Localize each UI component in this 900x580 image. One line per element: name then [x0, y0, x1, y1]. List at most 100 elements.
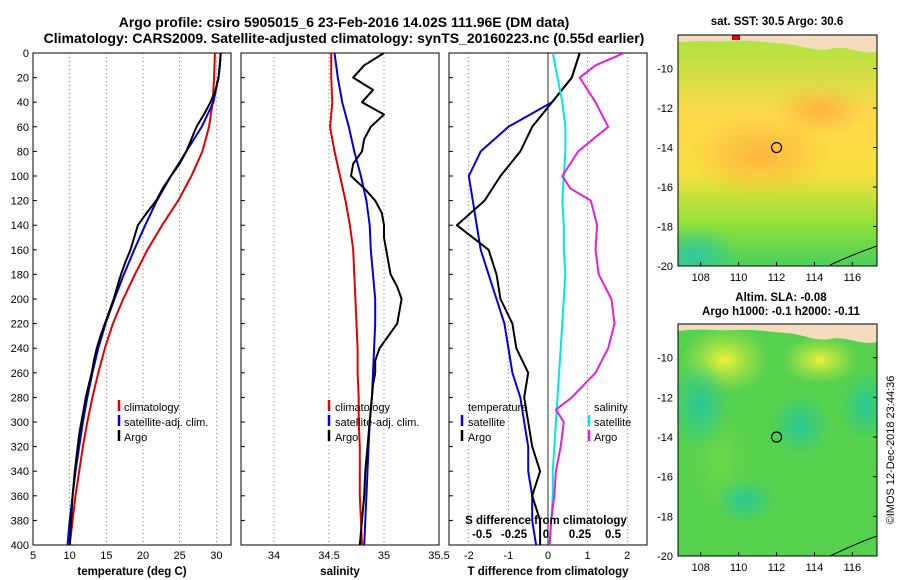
depth-tick-label: 180: [11, 269, 29, 281]
difference-plot: [455, 53, 628, 545]
depth-tick-label: 360: [11, 491, 29, 503]
sla-map-frame: [677, 323, 878, 557]
sst-map-title: sat. SST: 30.5 Argo: 30.6: [711, 16, 844, 28]
legend-argo: Argo: [124, 432, 147, 444]
tdiff-tick-label: -1: [504, 550, 514, 562]
map-lon-label: 108: [692, 272, 710, 284]
sst-hot-pixel: [732, 35, 740, 40]
sdiff-tick: 0: [543, 529, 549, 541]
tdiff-tick-label: 2: [624, 550, 630, 562]
salinity-series-satellite-adj-clim-: [333, 53, 377, 545]
difference-legend-salinity: salinity satellite Argo: [587, 402, 631, 444]
legend-satellite: satellite-adj. clim.: [124, 417, 208, 429]
map-lon-label: 108: [692, 562, 710, 574]
sdiff-tick: -0.5: [472, 529, 492, 541]
sdiff-satellite: [548, 53, 567, 545]
sst-map: [678, 35, 877, 266]
depth-tick-label: 380: [11, 515, 29, 527]
tdiff-tick-label: 0: [545, 550, 551, 562]
map-lat-label: -20: [657, 261, 673, 273]
title-line-2: Climatology: CARS2009. Satellite-adjuste…: [44, 30, 645, 46]
salinity-tick-label: 35.5: [428, 550, 449, 562]
land-mask: [678, 324, 877, 343]
temperature-legend: climatology satellite-adj. clim. Argo: [117, 400, 208, 444]
tdiff-satellite: [467, 53, 581, 545]
sla-map: [678, 324, 877, 556]
depth-tick-label: 220: [11, 319, 29, 331]
temperature-tick-label: 25: [174, 550, 186, 562]
tdiff-tick-label: 1: [585, 550, 591, 562]
legend-climatology: climatology: [124, 402, 180, 414]
coastline: [829, 245, 877, 266]
map-lon-label: 110: [730, 272, 748, 284]
salinity-tick-label: 34: [268, 550, 280, 562]
sla-low-patch: [678, 360, 730, 450]
salinity-tick-label: 34.5: [318, 550, 339, 562]
sst-cool-patch: [678, 225, 740, 266]
map-lon-label: 112: [768, 562, 786, 574]
temperature-tick-label: 20: [137, 550, 149, 562]
axis-ticks: 0204060801001201401601802002202402602803…: [11, 48, 631, 562]
tdiff-argo: [455, 53, 581, 545]
land-mask: [678, 35, 877, 53]
sdiff-tick: 0.25: [569, 529, 592, 541]
depth-tick-label: 240: [11, 343, 29, 355]
map-lat-label: -14: [657, 143, 673, 155]
depth-tick-label: 300: [11, 417, 29, 429]
sla-map-title-2: Argo h1000: -0.1 h2000: -0.11: [702, 306, 860, 318]
tdiff-xlabel: T difference from climatology: [467, 566, 629, 578]
salinity-xlabel: salinity: [320, 566, 360, 578]
map-lat-label: -14: [657, 432, 673, 444]
map-lat-label: -18: [657, 222, 673, 234]
salinity-plot: [273, 53, 439, 545]
legend-satellite: satellite-adj. clim.: [335, 417, 419, 429]
map-ticks: 108 110 112 114 116 -10 -12 -14 -16 -18 -20 108 110 1…: [657, 64, 877, 574]
legend-climatology: climatology: [335, 402, 391, 414]
depth-tick-label: 80: [17, 146, 29, 158]
salinity-legend: climatology satellite-adj. clim. Argo: [327, 400, 419, 444]
sst-warm-patch: [690, 115, 830, 195]
legend-title-salinity: salinity: [594, 402, 628, 414]
depth-tick-label: 200: [11, 294, 29, 306]
sla-low-patch: [770, 395, 830, 455]
depth-tick-label: 280: [11, 392, 29, 404]
map-lat-label: -20: [657, 551, 673, 563]
depth-tick-label: 140: [11, 220, 29, 232]
temperature-tick-label: 30: [210, 550, 222, 562]
sdiff-tick: -0.25: [501, 529, 528, 541]
depth-tick-label: 40: [17, 97, 29, 109]
map-lat-label: -10: [657, 64, 673, 76]
map-lon-label: 114: [806, 272, 824, 284]
legend-t-satellite: satellite: [468, 417, 505, 429]
temperature-xlabel: temperature (deg C): [77, 566, 186, 578]
depth-tick-label: 100: [11, 171, 29, 183]
temperature-tick-label: 5: [30, 550, 36, 562]
salinity-axes: [240, 52, 440, 546]
depth-tick-label: 120: [11, 196, 29, 208]
map-lon-label: 116: [844, 562, 862, 574]
depth-tick-label: 320: [11, 442, 29, 454]
sst-warm-patch: [775, 85, 865, 135]
sla-low-patch: [840, 370, 877, 440]
map-lat-label: -16: [657, 472, 673, 484]
depth-tick-label: 400: [11, 540, 29, 552]
legend-t-argo: Argo: [468, 432, 491, 444]
salinity-tick-label: 35: [378, 550, 390, 562]
imos-stamp: ©IMOS 12-Dec-2018 23:44:36: [885, 376, 897, 525]
temperature-tick-label: 10: [64, 550, 76, 562]
title-line-1: Argo profile: csiro 5905015_6 23-Feb-201…: [119, 14, 570, 30]
depth-tick-label: 340: [11, 466, 29, 478]
sla-map-title-1: Altim. SLA: -0.08: [735, 292, 827, 304]
salinity-series-climatology: [329, 53, 363, 545]
sla-high-patch: [780, 335, 860, 385]
depth-tick-label: 60: [17, 122, 29, 134]
legend-argo: Argo: [335, 432, 358, 444]
map-lon-label: 116: [844, 272, 862, 284]
map-lat-label: -12: [657, 392, 673, 404]
difference-legend-temperature: temperature satellite Argo: [460, 402, 527, 444]
argo-position-marker: [770, 431, 783, 443]
depth-tick-label: 160: [11, 245, 29, 257]
temperature-series-argo: [68, 53, 222, 545]
map-lon-label: 112: [768, 272, 786, 284]
